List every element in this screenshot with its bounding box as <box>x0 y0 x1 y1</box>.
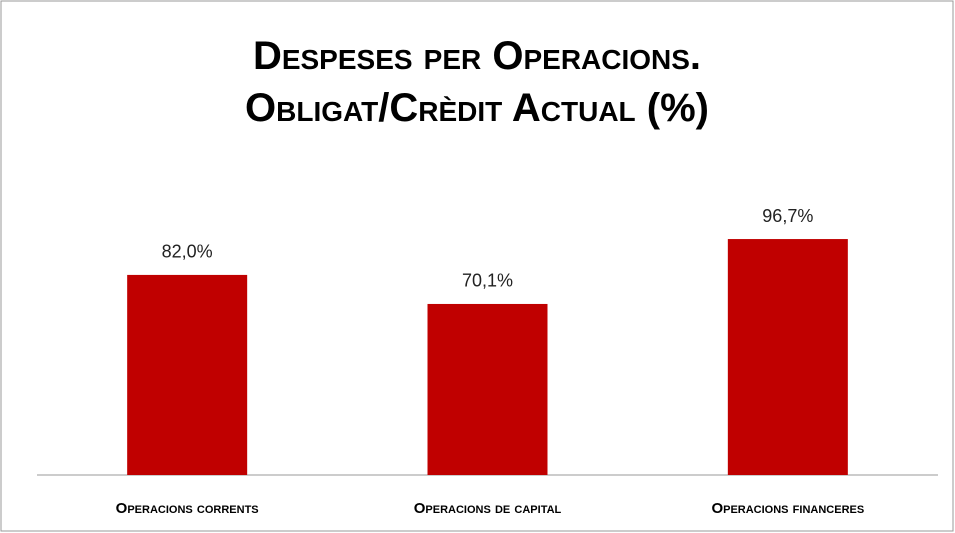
bar <box>427 303 548 475</box>
bar <box>127 274 248 475</box>
data-label: 96,7% <box>762 206 813 226</box>
chart-title: Despeses per Operacions. Obligat/Crèdit … <box>245 34 709 130</box>
data-label: 70,1% <box>462 271 513 291</box>
x-tick-label: Operacions financeres <box>711 500 864 517</box>
data-label: 82,0% <box>162 242 213 262</box>
x-tick-label: Operacions de capital <box>414 500 562 517</box>
x-tick-label: Operacions corrents <box>116 500 259 517</box>
bar <box>727 239 848 475</box>
